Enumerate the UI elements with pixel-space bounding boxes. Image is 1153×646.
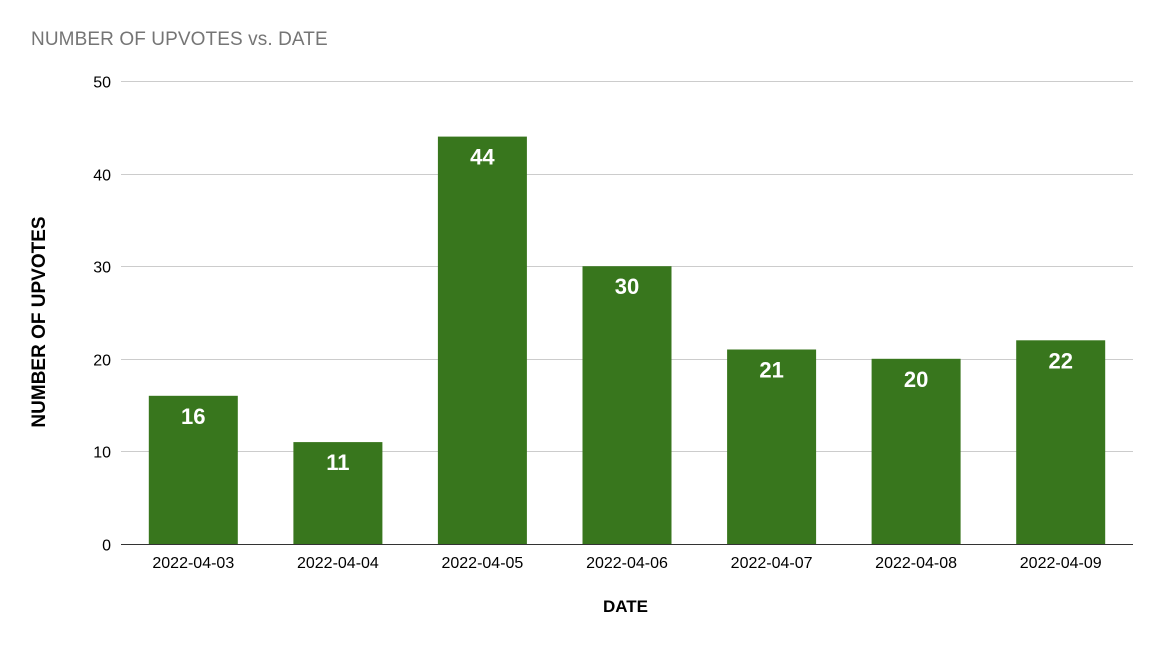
x-tick-label: 2022-04-06 (586, 555, 668, 572)
y-tick-label: 20 (93, 353, 111, 370)
x-tick-label: 2022-04-09 (1020, 555, 1102, 572)
data-label: 16 (181, 404, 205, 429)
data-label: 22 (1048, 348, 1072, 373)
y-tick-label: 40 (93, 168, 111, 185)
bars (148, 136, 1106, 544)
data-label: 44 (470, 145, 495, 170)
data-label: 20 (904, 367, 928, 392)
y-axis-title: NUMBER OF UPVOTES (29, 216, 50, 428)
bar (871, 358, 961, 544)
y-tick-label: 10 (93, 445, 111, 462)
x-tick-label: 2022-04-08 (875, 555, 957, 572)
y-tick-label: 30 (93, 260, 111, 277)
y-tick-label: 50 (93, 75, 111, 92)
y-tick-label: 0 (102, 538, 111, 555)
data-label: 30 (615, 274, 639, 299)
x-tick-label: 2022-04-03 (152, 555, 234, 572)
data-label: 11 (326, 450, 349, 475)
x-axis-title: DATE (603, 597, 649, 616)
bar (148, 395, 238, 544)
axes: 0 10 20 30 40 50 2022-04-03 2022-04-04 2022-04-0… (93, 75, 1133, 572)
data-label: 21 (759, 358, 783, 383)
bar (437, 136, 527, 544)
x-tick-label: 2022-04-05 (441, 555, 523, 572)
bar (1016, 340, 1106, 544)
x-tick-label: 2022-04-04 (297, 555, 379, 572)
bar (727, 349, 817, 544)
chart-title: NUMBER OF UPVOTES vs. DATE (31, 29, 328, 50)
bar (293, 442, 383, 544)
data-labels: 16 11 44 30 21 20 22 (181, 145, 1073, 476)
bar (582, 266, 672, 544)
x-tick-label: 2022-04-07 (731, 555, 813, 572)
